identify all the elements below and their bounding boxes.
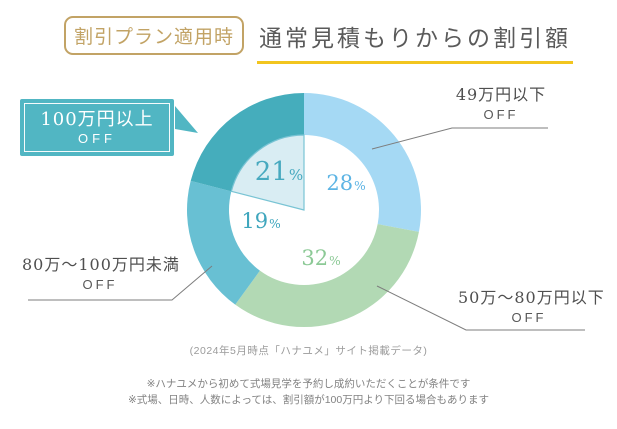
leader-line-0	[371, 127, 548, 150]
footnote-1: ※ハナユメから初めて式場見学を予約し成約いただくことが条件です	[146, 378, 471, 390]
leader-line-2	[28, 265, 213, 301]
percent-label-50to80: 32%	[301, 246, 341, 270]
highlight-wedge	[230, 134, 305, 211]
segment-label-80to100: 80万〜100万円未満 OFF	[22, 255, 180, 292]
plan-badge-label: 割引プラン適用時	[73, 27, 234, 48]
footnote-2: ※式場、日時、人数によっては、割引額が100万円より下回る場合もあります	[127, 394, 490, 407]
percent-label-100over: 21%	[254, 157, 304, 187]
footnotes: ※ハナユメから初めて式場見学を予約し成約いただくことが条件です ※式場、日時、人…	[0, 376, 617, 409]
donut-segment-0	[304, 93, 421, 232]
highlight-callout: 100万円以上 OFF	[20, 99, 174, 156]
callout-arrow-icon	[175, 106, 198, 133]
percent-label-80to100: 19%	[241, 209, 281, 233]
percent-sign: %	[269, 217, 281, 231]
page-title: 通常見積もりからの割引額	[257, 19, 573, 64]
percent-sign: %	[288, 166, 304, 184]
callout-inner-frame: 100万円以上 OFF	[24, 103, 170, 152]
data-source-note: (2024年5月時点「ハナユメ」サイト掲載データ)	[189, 345, 428, 357]
percent-label-49under: 28%	[326, 171, 366, 195]
donut-segment-2	[187, 180, 260, 305]
percent-sign: %	[329, 254, 341, 268]
segment-label-49under: 49万円以下 OFF	[455, 85, 547, 122]
donut-segment-3	[190, 93, 304, 192]
leader-line-1	[376, 285, 585, 331]
segment-label-50to80: 50万〜80万円以下 OFF	[458, 288, 605, 325]
donut-segment-1	[235, 224, 419, 328]
callout-amount: 100万円以上	[40, 109, 154, 131]
percent-sign: %	[354, 179, 366, 193]
plan-badge: 割引プラン適用時	[64, 16, 244, 55]
callout-off: OFF	[78, 130, 116, 146]
